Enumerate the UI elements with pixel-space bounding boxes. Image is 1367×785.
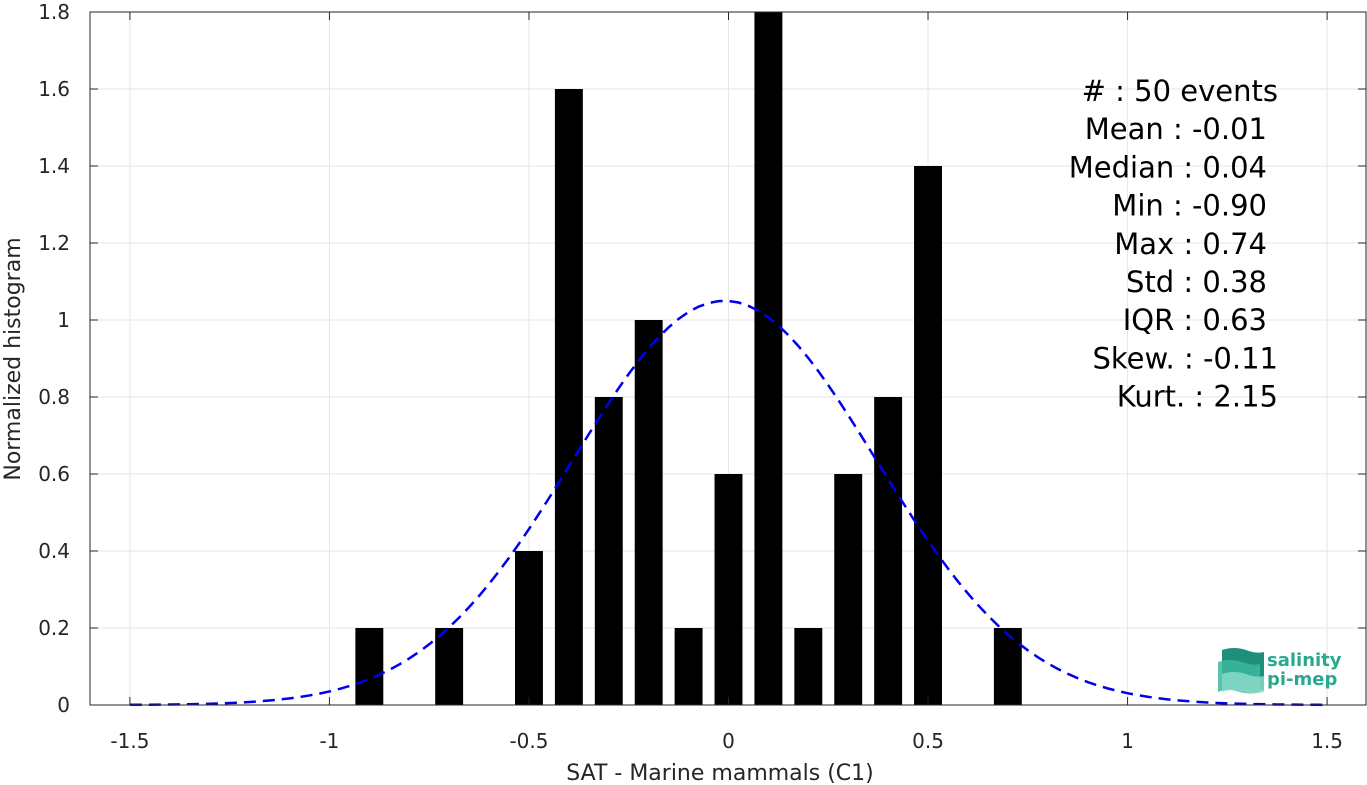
histogram-bar [435, 628, 464, 705]
stats-line: Max : 0.74 [1114, 227, 1267, 261]
histogram-bar [634, 320, 663, 705]
x-tick-label: 1.5 [1311, 729, 1343, 753]
histogram-bar [594, 397, 623, 705]
histogram-bar [754, 12, 783, 705]
stats-line: Kurt. : 2.15 [1117, 380, 1278, 414]
x-tick-label: 1 [1121, 729, 1134, 753]
y-tick-label: 1 [57, 308, 70, 332]
logo-text-pi-mep: pi-mep [1267, 669, 1337, 690]
histogram-bar [914, 166, 942, 705]
y-tick-label: 1.2 [38, 231, 70, 255]
x-tick-label: -0.5 [509, 729, 548, 753]
x-axis-label: SAT - Marine mammals (C1) [566, 761, 874, 785]
y-tick-label: 0.8 [38, 385, 70, 409]
histogram-bar [794, 628, 823, 705]
histogram-bar [515, 551, 543, 705]
y-axis-label: Normalized histogram [1, 237, 26, 480]
histogram-bars [355, 12, 1022, 705]
y-tick-label: 0.6 [38, 462, 70, 486]
x-tick-label: -1.5 [110, 729, 149, 753]
y-tick-label: 0 [57, 693, 70, 717]
x-tick-label: 0.5 [912, 729, 944, 753]
y-tick-label: 1.4 [38, 154, 70, 178]
stats-line: Mean : -0.01 [1085, 112, 1267, 146]
gaussian-fit-curve [129, 299, 1328, 707]
stats-line: IQR : 0.63 [1123, 303, 1267, 337]
logo-text-salinity: salinity [1267, 650, 1342, 671]
x-axis-ticks: -1.5 -1 -0.5 0 0.5 1 1.5 [110, 12, 1343, 753]
histogram-bar [993, 628, 1022, 705]
stats-box: # : 50 events Mean : -0.01 Median : 0.04 Mi… [1069, 74, 1278, 414]
y-tick-label: 1.6 [38, 77, 70, 101]
stats-line: Median : 0.04 [1069, 150, 1267, 184]
salinity-pi-mep-logo: salinity pi-mep [1218, 648, 1342, 694]
x-tick-label: 0 [722, 729, 735, 753]
histogram-bar [874, 397, 903, 705]
stats-line: Min : -0.90 [1112, 189, 1267, 223]
histogram-bar [554, 89, 583, 705]
y-tick-label: 0.4 [38, 539, 70, 563]
stats-line: # : 50 events [1082, 74, 1278, 108]
logo-waves-icon [1218, 648, 1264, 694]
histogram-bar [355, 628, 384, 705]
stats-line: Skew. : -0.11 [1092, 341, 1278, 375]
histogram-bar [714, 474, 743, 705]
histogram-bar [834, 474, 863, 705]
x-tick-label: -1 [319, 729, 339, 753]
stats-line: Std : 0.38 [1126, 265, 1267, 299]
y-tick-label: 0.2 [38, 616, 70, 640]
y-tick-label: 1.8 [38, 0, 70, 24]
y-axis-ticks: 0 0.2 0.4 0.6 0.8 1 1.2 1.4 1.6 1.8 [38, 0, 1366, 717]
histogram-bar [674, 628, 703, 705]
